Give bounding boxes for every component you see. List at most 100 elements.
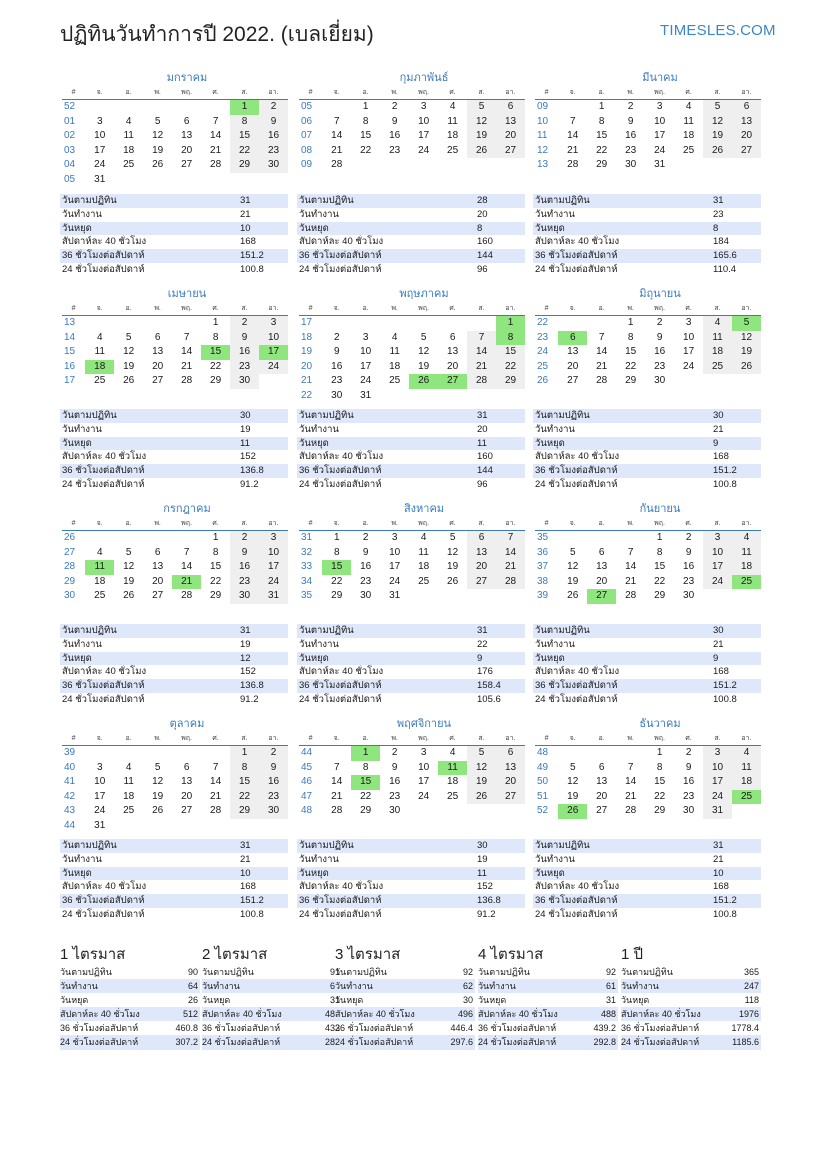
day-cell[interactable]: 10	[703, 760, 733, 776]
day-cell[interactable]: 30	[230, 374, 260, 389]
day-cell[interactable]: 26	[467, 789, 497, 805]
day-cell[interactable]: 20	[732, 129, 762, 144]
day-cell[interactable]: 19	[467, 129, 497, 144]
day-cell[interactable]: 5	[125, 331, 132, 343]
day-cell[interactable]: 9	[230, 545, 260, 561]
day-cell[interactable]: 5	[569, 546, 576, 558]
day-cell[interactable]: 18	[447, 776, 459, 788]
day-cell[interactable]: 29	[360, 805, 372, 817]
day-cell[interactable]: 10	[259, 545, 289, 561]
day-cell[interactable]: 3	[703, 746, 733, 761]
day-cell[interactable]: 4	[125, 761, 132, 773]
day-cell[interactable]: 4	[96, 331, 103, 343]
day-cell[interactable]: 13	[596, 561, 608, 573]
day-cell[interactable]: 2	[391, 101, 398, 112]
day-cell[interactable]: 15	[654, 776, 666, 788]
day-cell[interactable]: 9	[259, 114, 289, 130]
day-cell[interactable]: 14	[181, 561, 193, 573]
day-cell[interactable]: 21	[210, 144, 222, 156]
day-cell[interactable]: 13	[567, 346, 579, 358]
day-cell[interactable]: 4	[420, 532, 427, 543]
day-cell[interactable]: 27	[438, 374, 468, 389]
day-cell[interactable]: 23	[683, 790, 695, 802]
day-cell[interactable]: 24	[94, 159, 106, 171]
day-cell[interactable]: 27	[496, 789, 526, 805]
day-cell[interactable]: 1	[656, 532, 663, 543]
day-cell[interactable]: 28	[596, 375, 608, 387]
day-cell[interactable]: 29	[654, 805, 666, 817]
day-cell[interactable]: 22	[230, 143, 260, 159]
day-cell[interactable]: 15	[201, 345, 231, 360]
day-cell[interactable]: 25	[123, 805, 135, 817]
day-cell[interactable]: 5	[732, 316, 762, 331]
day-cell[interactable]: 20	[567, 360, 579, 372]
day-cell[interactable]: 5	[569, 761, 576, 773]
day-cell[interactable]: 15	[654, 561, 666, 573]
day-cell[interactable]: 24	[703, 789, 733, 805]
day-cell[interactable]: 21	[496, 560, 526, 575]
day-cell[interactable]: 13	[181, 130, 193, 142]
day-cell[interactable]: 17	[259, 560, 289, 575]
day-cell[interactable]: 21	[625, 575, 637, 587]
day-cell[interactable]: 6	[183, 761, 190, 773]
day-cell[interactable]: 11	[389, 346, 400, 358]
day-cell[interactable]: 25	[94, 375, 106, 387]
day-cell[interactable]: 25	[94, 590, 106, 602]
day-cell[interactable]: 19	[467, 775, 497, 790]
day-cell[interactable]: 23	[683, 575, 695, 587]
day-cell[interactable]: 5	[420, 331, 427, 343]
day-cell[interactable]: 3	[391, 532, 398, 543]
day-cell[interactable]: 1	[656, 747, 663, 758]
day-cell[interactable]: 12	[567, 776, 579, 788]
day-cell[interactable]: 8	[656, 546, 663, 558]
day-cell[interactable]: 25	[418, 575, 430, 587]
day-cell[interactable]: 17	[259, 345, 289, 360]
day-cell[interactable]: 24	[418, 790, 430, 802]
day-cell[interactable]: 6	[558, 330, 588, 346]
day-cell[interactable]: 9	[259, 760, 289, 776]
day-cell[interactable]: 16	[259, 775, 289, 790]
day-cell[interactable]: 27	[567, 375, 579, 387]
day-cell[interactable]: 4	[96, 546, 103, 558]
day-cell[interactable]: 30	[625, 159, 637, 171]
day-cell[interactable]: 2	[685, 532, 692, 543]
day-cell[interactable]: 11	[732, 545, 762, 561]
day-cell[interactable]: 27	[587, 589, 617, 604]
day-cell[interactable]: 26	[567, 590, 579, 602]
day-cell[interactable]: 4	[449, 747, 456, 758]
day-cell[interactable]: 6	[183, 115, 190, 127]
day-cell[interactable]: 7	[627, 761, 634, 773]
day-cell[interactable]: 8	[212, 331, 219, 343]
day-cell[interactable]: 30	[230, 589, 260, 604]
day-cell[interactable]: 3	[259, 316, 289, 331]
day-cell[interactable]: 21	[172, 574, 202, 590]
day-cell[interactable]: 14	[181, 346, 193, 358]
day-cell[interactable]: 20	[596, 790, 608, 802]
day-cell[interactable]: 12	[123, 561, 135, 573]
day-cell[interactable]: 9	[685, 546, 692, 558]
day-cell[interactable]: 28	[567, 159, 579, 171]
day-cell[interactable]: 7	[212, 761, 219, 773]
day-cell[interactable]: 12	[123, 346, 135, 358]
day-cell[interactable]: 22	[210, 360, 222, 372]
day-cell[interactable]: 8	[598, 115, 605, 127]
day-cell[interactable]: 21	[596, 360, 608, 372]
day-cell[interactable]: 5	[467, 100, 497, 115]
day-cell[interactable]: 20	[496, 129, 526, 144]
day-cell[interactable]: 20	[596, 575, 608, 587]
day-cell[interactable]: 13	[447, 346, 459, 358]
day-cell[interactable]: 18	[389, 360, 401, 372]
day-cell[interactable]: 31	[94, 173, 106, 185]
day-cell[interactable]: 1	[230, 100, 260, 115]
day-cell[interactable]: 14	[625, 561, 637, 573]
day-cell[interactable]: 28	[496, 574, 526, 590]
day-cell[interactable]: 2	[230, 316, 260, 331]
day-cell[interactable]: 1	[333, 532, 340, 543]
day-cell[interactable]: 22	[230, 789, 260, 805]
day-cell[interactable]: 20	[467, 560, 497, 575]
day-cell[interactable]: 9	[685, 761, 692, 773]
day-cell[interactable]: 28	[181, 375, 193, 387]
day-cell[interactable]: 29	[210, 590, 222, 602]
day-cell[interactable]: 25	[447, 790, 459, 802]
day-cell[interactable]: 23	[259, 143, 289, 159]
